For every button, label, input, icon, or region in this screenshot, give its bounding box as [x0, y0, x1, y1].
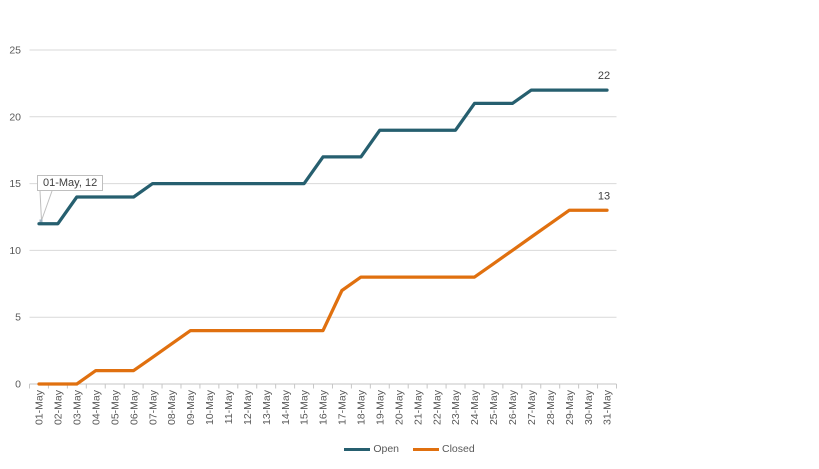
x-axis-label-13-May: 13-May — [261, 389, 273, 425]
x-axis-label-10-May: 10-May — [204, 389, 216, 425]
chart-tooltip: 01-May, 12 — [37, 175, 104, 191]
legend-item-open[interactable]: Open — [344, 443, 399, 455]
x-axis-label-04-May: 04-May — [90, 389, 102, 425]
data-label-closed: 13 — [598, 190, 610, 202]
x-axis-label-06-May: 06-May — [128, 389, 140, 425]
x-axis-label-03-May: 03-May — [72, 389, 84, 425]
series-line-closed[interactable] — [37, 208, 609, 386]
x-axis-label-16-May: 16-May — [318, 389, 330, 425]
x-axis-label-25-May: 25-May — [488, 389, 500, 425]
x-axis-label-05-May: 05-May — [109, 389, 121, 425]
x-axis-label-26-May: 26-May — [507, 389, 519, 425]
data-label-open: 22 — [598, 70, 610, 82]
x-axis-label-27-May: 27-May — [526, 389, 538, 425]
x-axis-label-29-May: 29-May — [564, 389, 576, 425]
chart-legend: Open Closed — [0, 443, 819, 455]
x-axis-label-19-May: 19-May — [374, 389, 386, 425]
tooltip-text: 01-May, 12 — [43, 177, 98, 189]
legend-swatch-open — [344, 447, 371, 451]
x-axis-label-17-May: 17-May — [337, 389, 349, 425]
y-axis-label-10: 10 — [9, 245, 21, 257]
x-axis-label-08-May: 08-May — [166, 389, 178, 425]
x-axis-label-20-May: 20-May — [393, 389, 405, 425]
x-axis-label-01-May: 01-May — [34, 389, 46, 425]
x-axis-label-09-May: 09-May — [185, 389, 197, 425]
series-line-open[interactable] — [37, 88, 609, 226]
x-axis-label-02-May: 02-May — [53, 389, 65, 425]
y-axis-label-20: 20 — [9, 111, 21, 123]
y-axis-label-5: 5 — [15, 312, 21, 324]
x-axis-label-31-May: 31-May — [602, 389, 614, 425]
legend-label-closed: Closed — [442, 443, 475, 455]
legend-item-closed[interactable]: Closed — [413, 443, 475, 455]
x-axis-label-24-May: 24-May — [469, 389, 481, 425]
x-axis-label-07-May: 07-May — [147, 389, 159, 425]
y-axis-label-15: 15 — [9, 178, 21, 190]
tooltip-anchor-dot — [39, 219, 43, 223]
x-axis-label-30-May: 30-May — [583, 389, 595, 425]
x-axis-label-21-May: 21-May — [412, 389, 424, 425]
tooltip-callout-lines — [39, 190, 53, 221]
legend-label-open: Open — [373, 443, 399, 455]
y-axis-label-25: 25 — [9, 44, 21, 56]
legend-swatch-closed — [413, 447, 439, 451]
x-axis-label-14-May: 14-May — [280, 389, 292, 425]
x-axis-label-22-May: 22-May — [431, 389, 443, 425]
x-axis-label-11-May: 11-May — [223, 389, 235, 424]
y-axis-label-0: 0 — [15, 378, 21, 390]
x-axis-label-23-May: 23-May — [450, 389, 462, 425]
x-axis-label-18-May: 18-May — [356, 389, 368, 425]
x-axis-label-15-May: 15-May — [299, 389, 311, 425]
x-axis-label-12-May: 12-May — [242, 389, 254, 425]
x-axis-label-28-May: 28-May — [545, 389, 557, 425]
